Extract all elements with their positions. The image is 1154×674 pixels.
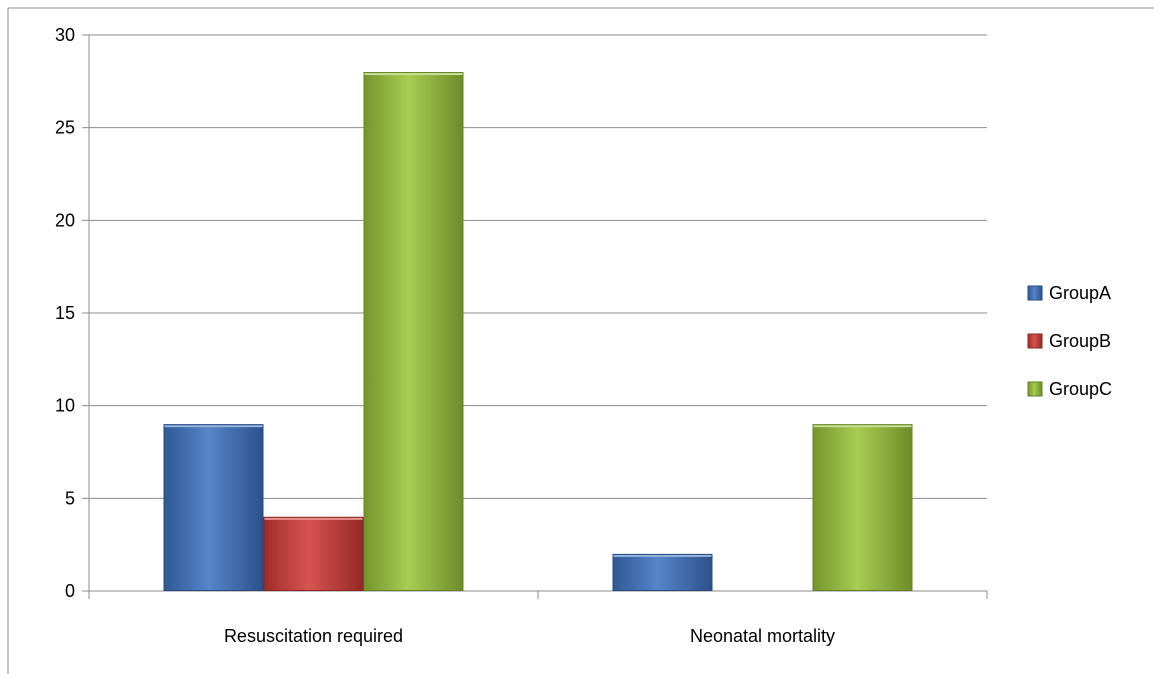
bar-groupc-neonatal-mortality: [812, 424, 913, 592]
legend: GroupA GroupB GroupC: [1027, 283, 1112, 399]
x-category-label-neonatal-mortality: Neonatal mortality: [690, 626, 835, 646]
y-tick-label-25: 25: [55, 118, 75, 138]
y-tick-label-30: 30: [55, 25, 75, 45]
bar-groupc-resuscitation-required: [363, 72, 464, 592]
legend-swatch-groupb: [1027, 333, 1043, 349]
y-tick-label-15: 15: [55, 303, 75, 323]
y-tick-label-5: 5: [65, 488, 75, 508]
legend-label-groupb: GroupB: [1049, 331, 1111, 351]
x-category-label-resuscitation-required: Resuscitation required: [224, 626, 403, 646]
y-tick-label-20: 20: [55, 210, 75, 230]
y-tick-label-10: 10: [55, 396, 75, 416]
bar-groupa-resuscitation-required: [163, 424, 264, 592]
legend-swatch-groupa: [1027, 285, 1043, 301]
legend-item-groupb: GroupB: [1027, 331, 1111, 351]
legend-label-groupc: GroupC: [1049, 379, 1112, 399]
bar-groupa-neonatal-mortality: [612, 553, 713, 592]
bars: [163, 72, 913, 592]
bar-groupb-resuscitation-required: [263, 516, 364, 591]
legend-item-groupc: GroupC: [1027, 379, 1112, 399]
y-tick-label-0: 0: [65, 581, 75, 601]
legend-item-groupa: GroupA: [1027, 283, 1111, 303]
legend-label-groupa: GroupA: [1049, 283, 1111, 303]
axis-labels: 0 5 10 15 20 25 30 Resuscitation required Neonat…: [55, 25, 835, 646]
legend-swatch-groupc: [1027, 381, 1043, 397]
